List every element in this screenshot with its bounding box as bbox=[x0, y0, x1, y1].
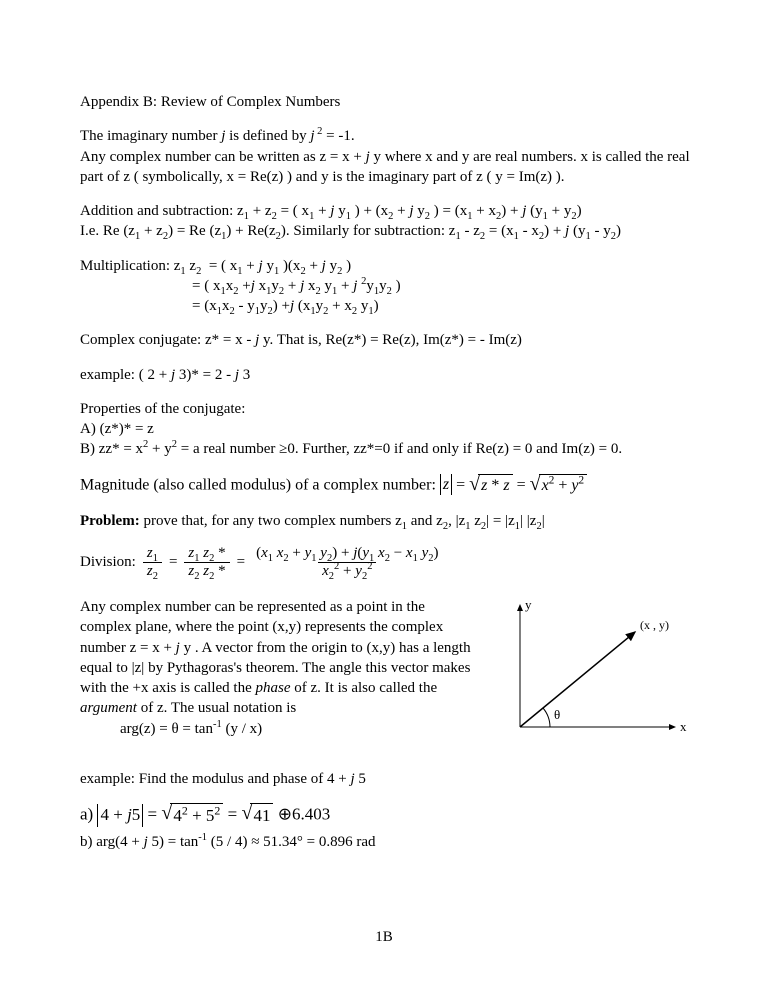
complex-plane-diagram: θ x y (x , y) bbox=[490, 597, 690, 757]
problem-line: Problem: prove that, for any two complex… bbox=[80, 511, 690, 531]
equals: = bbox=[169, 552, 177, 572]
text: I.e. Re (z bbox=[80, 223, 135, 239]
fraction: z1 z2 bbox=[143, 545, 162, 579]
example-2b: b) arg(4 + j 5) = tan-1 (5 / 4) ≈ 51.34°… bbox=[80, 832, 690, 852]
text: of z. The usual notation is bbox=[137, 700, 296, 716]
intro-paragraph: The imaginary number j is defined by j 2… bbox=[80, 126, 690, 187]
text: Magnitude (also called modulus) of a com… bbox=[80, 476, 440, 493]
angle-label: θ bbox=[554, 707, 560, 722]
text: ) + (x bbox=[351, 203, 388, 219]
text: 5) = tan bbox=[148, 834, 199, 850]
fraction: (x1 x2 + y1 y2) + j(y1 x2 − x1 y2) x22 +… bbox=[252, 545, 442, 579]
addition-subtraction: Addition and subtraction: z1 + z2 = ( x1… bbox=[80, 201, 690, 242]
complex-plane-text: Any complex number can be represented as… bbox=[80, 597, 480, 739]
example-2: example: Find the modulus and phase of 4… bbox=[80, 769, 690, 789]
text: The imaginary number bbox=[80, 128, 221, 144]
text: 5 bbox=[355, 771, 366, 787]
text: prove that, for any two complex numbers … bbox=[140, 513, 402, 529]
example-2a: a) 4 + j5 = √42 + 52 = √41 ⊕6.403 bbox=[80, 803, 690, 828]
x-axis-label: x bbox=[680, 719, 687, 734]
text: example: ( 2 + bbox=[80, 367, 171, 383]
magnitude-line: Magnitude (also called modulus) of a com… bbox=[80, 474, 690, 497]
page-title: Appendix B: Review of Complex Numbers bbox=[80, 92, 690, 112]
text: example: Find the modulus and phase of 4… bbox=[80, 771, 351, 787]
complex-plane-section: Any complex number can be represented as… bbox=[80, 597, 690, 757]
text: Any complex number can be written as z =… bbox=[80, 149, 366, 165]
point-label: (x , y) bbox=[640, 618, 669, 632]
text: (y / x) bbox=[222, 721, 262, 737]
sqrt-icon: √z * z bbox=[469, 474, 512, 497]
text bbox=[80, 298, 192, 314]
text: = -1. bbox=[322, 128, 354, 144]
text: A) (z*)* = z bbox=[80, 421, 154, 437]
sqrt-icon: √x2 + y2 bbox=[530, 474, 587, 497]
text: Properties of the conjugate: bbox=[80, 401, 245, 417]
text bbox=[80, 278, 192, 294]
text: = ( x bbox=[277, 203, 309, 219]
equals: = bbox=[237, 552, 245, 572]
division-line: Division: z1 z2 = z1 z2 * z2 z2 * = (x1 … bbox=[80, 545, 690, 579]
text: B) zz* = x bbox=[80, 441, 143, 457]
page-number: 1B bbox=[0, 929, 768, 946]
diagram-svg: θ x y (x , y) bbox=[490, 597, 690, 757]
conjugate-properties: Properties of the conjugate: A) (z*)* = … bbox=[80, 399, 690, 460]
text: b) arg(4 + bbox=[80, 834, 144, 850]
text: Division: bbox=[80, 552, 136, 572]
text: argument bbox=[80, 700, 137, 716]
complex-conjugate: Complex conjugate: z* = x - j y. That is… bbox=[80, 330, 690, 350]
text: a) bbox=[80, 805, 97, 824]
text: y. That is, Re(z*) = Re(z), Im(z*) = - I… bbox=[259, 332, 522, 348]
text: is defined by bbox=[225, 128, 310, 144]
text: Multiplication: z bbox=[80, 258, 180, 274]
abs-z: z bbox=[440, 474, 452, 496]
text: = a real number ≥0. Further, zz*=0 if an… bbox=[177, 441, 622, 457]
text: phase bbox=[256, 680, 291, 696]
text: of z. It is also called the bbox=[291, 680, 438, 696]
text: (5 / 4) ≈ 51.34° = 0.896 rad bbox=[207, 834, 376, 850]
text: arg(z) = θ = tan bbox=[120, 721, 213, 737]
example-1: example: ( 2 + j 3)* = 2 - j 3 bbox=[80, 365, 690, 385]
fraction: z1 z2 * z2 z2 * bbox=[184, 545, 229, 579]
angle-arc bbox=[543, 708, 550, 727]
vector bbox=[520, 632, 635, 727]
problem-label: Problem: bbox=[80, 513, 140, 529]
y-axis-label: y bbox=[525, 597, 532, 612]
text: + z bbox=[249, 203, 272, 219]
text: Complex conjugate: z* = x - bbox=[80, 332, 255, 348]
multiplication: Multiplication: z1 z2 = ( x1 + j y1 )(x2… bbox=[80, 256, 690, 317]
text: ) = Re (z bbox=[168, 223, 221, 239]
text: 3 bbox=[239, 367, 250, 383]
document-page: Appendix B: Review of Complex Numbers Th… bbox=[0, 0, 768, 852]
text: 3)* = 2 - bbox=[175, 367, 235, 383]
text: Addition and subtraction: z bbox=[80, 203, 244, 219]
